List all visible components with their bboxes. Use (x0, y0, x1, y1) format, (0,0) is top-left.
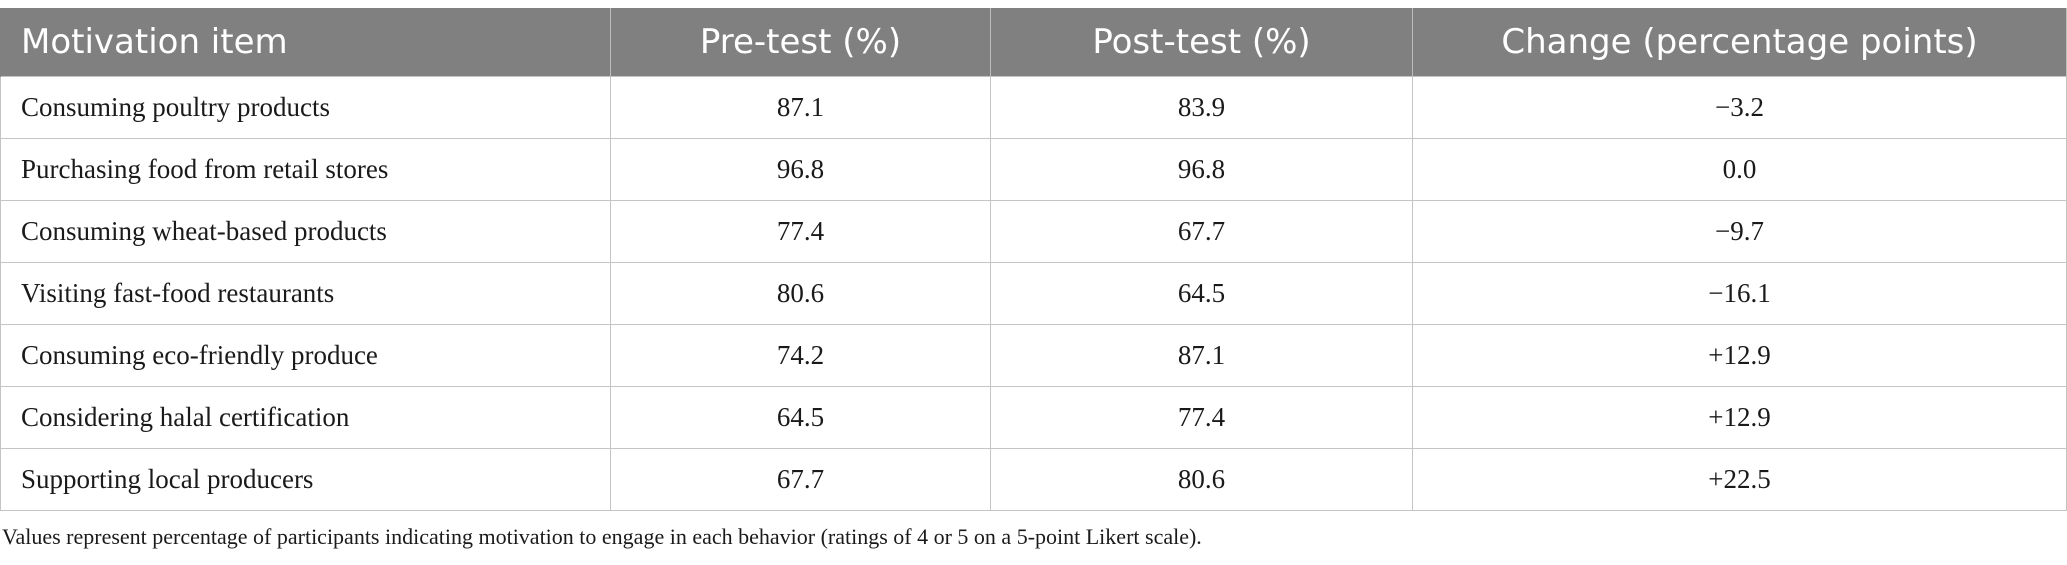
cell-change: 0.0 (1412, 138, 2067, 201)
cell-motivation-item: Considering halal certification (0, 386, 611, 449)
cell-change: +12.9 (1412, 324, 2067, 387)
header-change: Change (percentage points) (1412, 8, 2067, 77)
table-row: Consuming eco-friendly produce 74.2 87.1… (0, 324, 2067, 387)
cell-pre-test: 64.5 (610, 386, 991, 449)
table-row: Visiting fast-food restaurants 80.6 64.5… (0, 262, 2067, 325)
cell-change: +22.5 (1412, 448, 2067, 511)
cell-post-test: 96.8 (990, 138, 1413, 201)
motivation-table-container: Motivation item Pre-test (%) Post-test (… (0, 8, 2067, 511)
table-row: Supporting local producers 67.7 80.6 +22… (0, 448, 2067, 511)
cell-post-test: 64.5 (990, 262, 1413, 325)
cell-motivation-item: Visiting fast-food restaurants (0, 262, 611, 325)
cell-pre-test: 67.7 (610, 448, 991, 511)
cell-change: −16.1 (1412, 262, 2067, 325)
cell-post-test: 77.4 (990, 386, 1413, 449)
cell-motivation-item: Consuming poultry products (0, 76, 611, 139)
cell-motivation-item: Purchasing food from retail stores (0, 138, 611, 201)
cell-change: −9.7 (1412, 200, 2067, 263)
cell-pre-test: 77.4 (610, 200, 991, 263)
cell-pre-test: 74.2 (610, 324, 991, 387)
cell-post-test: 67.7 (990, 200, 1413, 263)
cell-post-test: 87.1 (990, 324, 1413, 387)
table-row: Consuming poultry products 87.1 83.9 −3.… (0, 76, 2067, 139)
cell-pre-test: 80.6 (610, 262, 991, 325)
cell-change: −3.2 (1412, 76, 2067, 139)
cell-post-test: 83.9 (990, 76, 1413, 139)
table-row: Consuming wheat-based products 77.4 67.7… (0, 200, 2067, 263)
cell-change: +12.9 (1412, 386, 2067, 449)
header-row: Motivation item Pre-test (%) Post-test (… (0, 8, 2067, 77)
table-row: Considering halal certification 64.5 77.… (0, 386, 2067, 449)
header-post-test: Post-test (%) (990, 8, 1413, 77)
header-pre-test: Pre-test (%) (610, 8, 991, 77)
header-motivation-item: Motivation item (0, 8, 611, 77)
cell-motivation-item: Consuming wheat-based products (0, 200, 611, 263)
table-footnote: Values represent percentage of participa… (2, 524, 1202, 549)
cell-motivation-item: Supporting local producers (0, 448, 611, 511)
cell-post-test: 80.6 (990, 448, 1413, 511)
table-row: Purchasing food from retail stores 96.8 … (0, 138, 2067, 201)
motivation-table: Motivation item Pre-test (%) Post-test (… (0, 8, 2067, 511)
cell-motivation-item: Consuming eco-friendly produce (0, 324, 611, 387)
cell-pre-test: 96.8 (610, 138, 991, 201)
cell-pre-test: 87.1 (610, 76, 991, 139)
table-header: Motivation item Pre-test (%) Post-test (… (0, 8, 2067, 77)
table-body: Consuming poultry products 87.1 83.9 −3.… (0, 76, 2067, 511)
